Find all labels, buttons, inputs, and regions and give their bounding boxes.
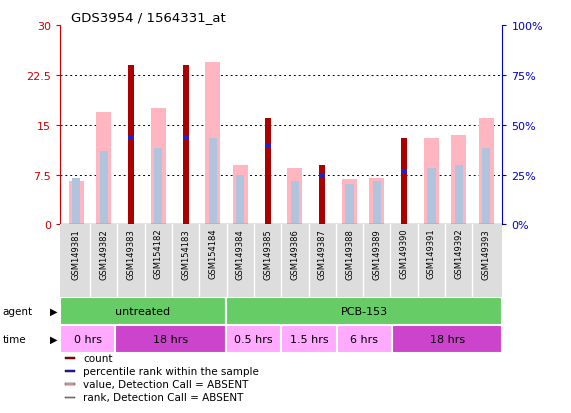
Bar (69, 182, 84, 225)
Text: 0.5 hrs: 0.5 hrs (234, 334, 273, 344)
Bar (209, 139, 217, 225)
Bar (226, 297, 502, 325)
Bar (99, 152, 108, 225)
Bar (451, 135, 467, 225)
Bar (264, 143, 271, 147)
Text: agent: agent (3, 306, 33, 316)
Bar (482, 149, 490, 225)
Bar (73, 178, 81, 225)
Text: GSM149391: GSM149391 (427, 228, 436, 279)
Text: percentile rank within the sample: percentile rank within the sample (83, 366, 259, 376)
Bar (478, 119, 493, 225)
Text: GSM149388: GSM149388 (345, 228, 354, 279)
Bar (291, 182, 299, 225)
Text: GSM149382: GSM149382 (99, 228, 108, 279)
Text: ▶: ▶ (50, 334, 57, 344)
Text: 18 hrs: 18 hrs (153, 334, 188, 344)
Text: GSM149385: GSM149385 (263, 228, 272, 279)
Bar (154, 149, 162, 225)
Bar (455, 165, 463, 225)
Bar (236, 175, 244, 225)
Bar (128, 137, 134, 141)
Text: rank, Detection Call = ABSENT: rank, Detection Call = ABSENT (83, 392, 243, 402)
Text: GSM149387: GSM149387 (317, 228, 327, 279)
Text: GDS3954 / 1564331_at: GDS3954 / 1564331_at (71, 12, 226, 24)
Text: GSM154182: GSM154182 (154, 228, 163, 279)
Bar (319, 173, 325, 177)
Text: GSM149381: GSM149381 (72, 228, 81, 279)
Bar (65, 384, 75, 385)
Text: 1.5 hrs: 1.5 hrs (289, 334, 328, 344)
Bar (427, 169, 436, 225)
Bar (96, 112, 111, 225)
Text: 18 hrs: 18 hrs (429, 334, 465, 344)
Text: count: count (83, 353, 112, 363)
Bar (336, 325, 392, 353)
Bar (60, 297, 226, 325)
Bar (264, 119, 271, 225)
Bar (287, 169, 303, 225)
Text: time: time (3, 334, 26, 344)
Bar (65, 370, 75, 372)
Bar (282, 325, 336, 353)
Bar (369, 178, 384, 225)
Bar (115, 325, 226, 353)
Bar (60, 325, 115, 353)
Bar (233, 165, 248, 225)
Bar (65, 396, 75, 398)
Text: 6 hrs: 6 hrs (350, 334, 378, 344)
Bar (183, 66, 188, 225)
Text: GSM149390: GSM149390 (400, 228, 409, 279)
Text: GSM149393: GSM149393 (481, 228, 490, 279)
Text: GSM149384: GSM149384 (236, 228, 245, 279)
Bar (226, 325, 282, 353)
Text: GSM149383: GSM149383 (127, 228, 135, 279)
Bar (401, 139, 407, 225)
Text: value, Detection Call = ABSENT: value, Detection Call = ABSENT (83, 379, 248, 389)
Bar (401, 170, 407, 174)
Text: GSM149389: GSM149389 (372, 228, 381, 279)
Bar (392, 325, 502, 353)
Bar (424, 139, 439, 225)
Bar (151, 109, 166, 225)
Bar (319, 165, 325, 225)
Text: GSM154184: GSM154184 (208, 228, 218, 279)
Bar (373, 182, 381, 225)
Text: ▶: ▶ (50, 306, 57, 316)
Bar (128, 66, 134, 225)
Bar (65, 357, 75, 358)
Bar (345, 185, 353, 225)
Bar (206, 63, 220, 225)
Bar (183, 137, 188, 141)
Text: untreated: untreated (115, 306, 171, 316)
Text: GSM149386: GSM149386 (291, 228, 299, 279)
Text: PCB-153: PCB-153 (341, 306, 388, 316)
Bar (342, 180, 357, 225)
Text: GSM149392: GSM149392 (455, 228, 463, 279)
Text: 0 hrs: 0 hrs (74, 334, 102, 344)
Text: GSM154183: GSM154183 (181, 228, 190, 279)
